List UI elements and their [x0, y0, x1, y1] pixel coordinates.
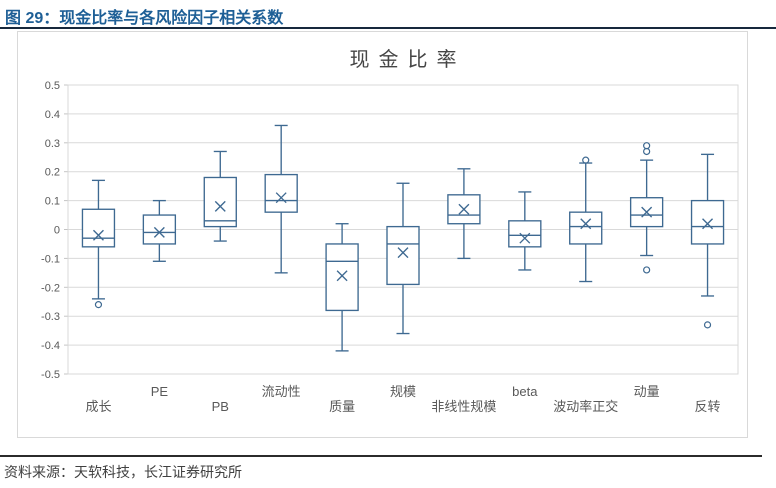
box-rect — [386, 225, 420, 286]
mean-marker — [214, 200, 226, 212]
box-rect — [264, 173, 298, 213]
mean-marker — [92, 229, 104, 241]
figure-title: 图 29：现金比率与各风险因子相关系数 — [5, 10, 284, 27]
x-category-label: 非线性规模 — [431, 399, 496, 414]
chart-panel: 现金比率 0.5 0.4 0.3 0.2 0.1 0 -0.1 -0.2 -0.3 -0.4 -0.… — [17, 31, 748, 438]
x-category-label: 动量 — [634, 384, 660, 399]
figure-header: 图 29：现金比率与各风险因子相关系数 — [0, 0, 776, 29]
box-rect — [508, 220, 542, 248]
y-tick-label: 0.2 — [45, 167, 60, 179]
chart-title: 现金比率 — [349, 49, 466, 71]
outlier-point — [643, 142, 651, 150]
boxplot-chart: 0.5 0.4 0.3 0.2 0.1 0 -0.1 -0.2 -0.3 -0.4 -0.5 成长 PE… — [41, 80, 739, 414]
box-rect — [203, 176, 237, 228]
x-category-label: 流动性 — [262, 384, 301, 399]
plot-frame — [67, 84, 739, 375]
x-category-label: 反转 — [695, 399, 721, 414]
mean-marker — [702, 218, 714, 230]
y-tick-label: -0.5 — [41, 369, 60, 381]
outlier-point — [94, 301, 103, 309]
mean-marker — [641, 206, 653, 218]
box-rect — [569, 211, 603, 245]
outlier-point — [643, 147, 651, 156]
x-category-label: 质量 — [329, 399, 355, 414]
outlier-point — [703, 321, 712, 329]
y-tick-label: -0.3 — [41, 311, 60, 323]
box-rect — [690, 199, 725, 245]
box-rect — [142, 214, 177, 245]
y-tick-label: -0.4 — [41, 340, 60, 352]
y-tick-label: 0.4 — [45, 109, 60, 121]
box-rect — [325, 243, 359, 312]
mean-marker — [275, 192, 287, 204]
y-tick-label: -0.1 — [41, 253, 60, 265]
mean-marker — [458, 203, 470, 215]
mean-marker — [519, 232, 531, 244]
x-category-label: 波动率正交 — [553, 399, 618, 414]
source-text: 资料来源：天软科技，长江证券研究所 — [4, 464, 242, 480]
y-tick-label: -0.2 — [41, 282, 60, 294]
mean-marker — [336, 270, 348, 282]
x-category-label: PE — [151, 384, 169, 399]
y-tick-label: 0 — [54, 225, 60, 237]
y-tick-label: 0.3 — [45, 138, 60, 150]
y-tick-label: 0.1 — [45, 196, 60, 208]
mean-marker — [580, 218, 592, 230]
source-footer: 资料来源：天软科技，长江证券研究所 — [0, 455, 762, 482]
box-rect — [81, 208, 116, 248]
mean-marker — [397, 247, 409, 259]
y-tick-label: 0.5 — [45, 80, 60, 92]
outlier-point — [643, 266, 651, 274]
x-category-label: PB — [212, 399, 229, 414]
outlier-point — [582, 156, 590, 164]
x-category-label: beta — [512, 384, 538, 399]
x-category-label: 规模 — [390, 384, 416, 399]
x-category-label: 成长 — [85, 399, 111, 414]
mean-marker — [153, 226, 165, 238]
